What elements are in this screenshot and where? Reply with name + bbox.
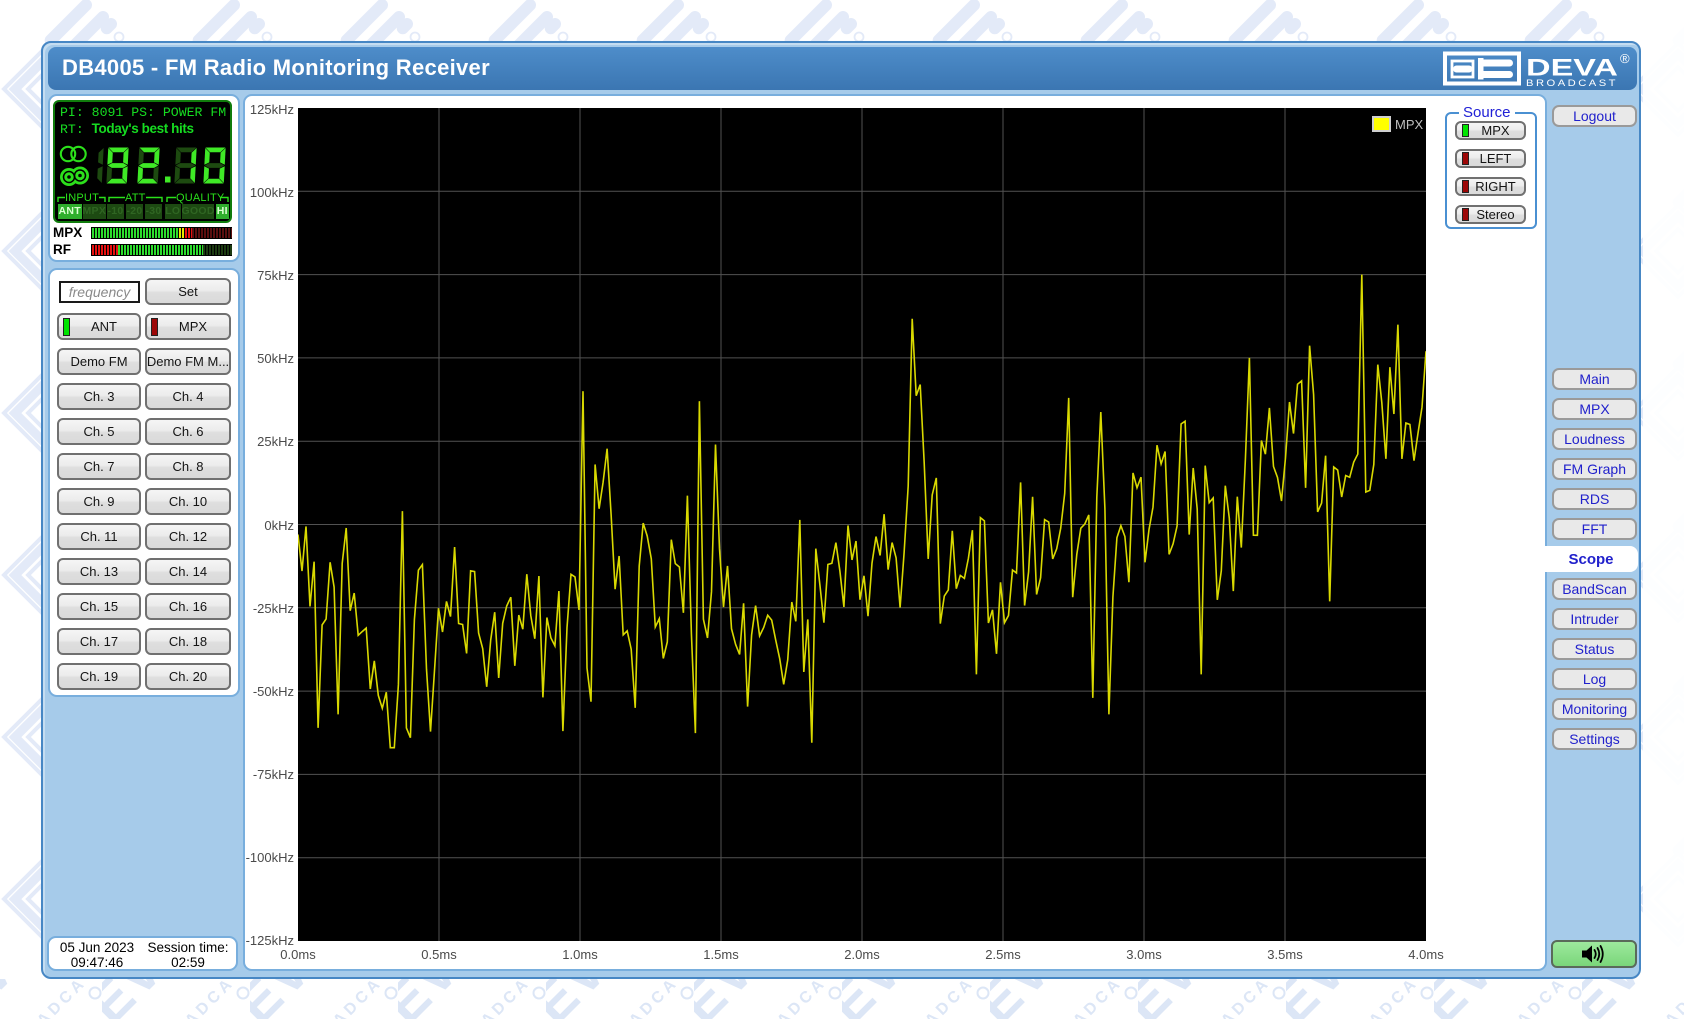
svg-text:MPX: MPX: [1395, 117, 1424, 132]
svg-text:DEVA: DEVA: [1526, 55, 1618, 82]
svg-text:®: ®: [1620, 51, 1630, 66]
svg-text:BROADCAST: BROADCAST: [1526, 78, 1618, 88]
